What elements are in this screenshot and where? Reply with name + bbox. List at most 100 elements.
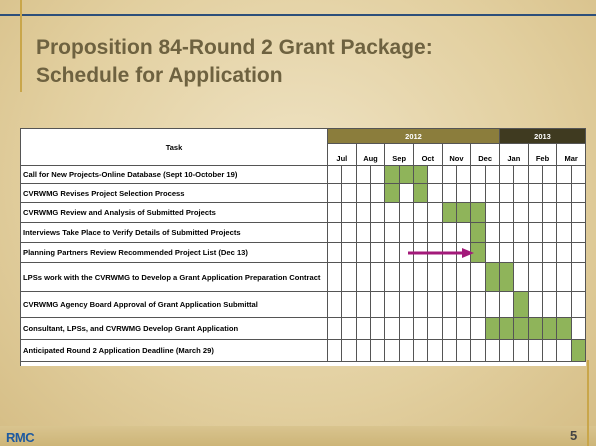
empty-cell — [485, 340, 500, 362]
scheduled-cell — [528, 318, 543, 340]
empty-cell — [457, 166, 472, 184]
empty-cell — [557, 263, 572, 292]
empty-cell — [514, 203, 529, 223]
empty-cell — [528, 203, 543, 223]
empty-cell — [528, 340, 543, 362]
empty-cell — [414, 318, 429, 340]
task-label: CVRWMG Review and Analysis of Submitted … — [21, 203, 328, 223]
empty-cell — [485, 292, 500, 318]
empty-cell — [485, 203, 500, 223]
empty-cell — [457, 184, 472, 203]
empty-cell — [356, 203, 371, 223]
empty-cell — [571, 184, 586, 203]
scheduled-cell — [385, 184, 400, 203]
empty-cell — [385, 203, 400, 223]
empty-cell — [442, 340, 457, 362]
empty-cell — [557, 166, 572, 184]
empty-cell — [514, 263, 529, 292]
empty-cell — [442, 223, 457, 243]
task-header: Task — [21, 129, 328, 166]
task-label: Planning Partners Review Recommended Pro… — [21, 243, 328, 263]
scheduled-cell — [442, 203, 457, 223]
empty-cell — [543, 184, 558, 203]
empty-cell — [328, 223, 343, 243]
empty-cell — [428, 340, 443, 362]
title-line: Schedule for Application — [36, 64, 283, 87]
task-label: CVRWMG Revises Project Selection Process — [21, 184, 328, 203]
empty-cell — [356, 223, 371, 243]
empty-cell — [342, 340, 357, 362]
empty-cell — [385, 318, 400, 340]
empty-cell — [356, 292, 371, 318]
task-label: Consultant, LPSs, and CVRWMG Develop Gra… — [21, 318, 328, 340]
empty-cell — [485, 166, 500, 184]
empty-cell — [543, 263, 558, 292]
empty-cell — [557, 184, 572, 203]
task-label: Call for New Projects-Online Database (S… — [21, 166, 328, 184]
empty-cell — [342, 318, 357, 340]
empty-cell — [571, 243, 586, 263]
empty-cell — [457, 292, 472, 318]
scheduled-cell — [500, 263, 515, 292]
empty-cell — [428, 263, 443, 292]
empty-cell — [485, 223, 500, 243]
empty-cell — [457, 223, 472, 243]
empty-cell — [371, 223, 386, 243]
empty-cell — [356, 263, 371, 292]
empty-cell — [514, 223, 529, 243]
empty-cell — [543, 292, 558, 318]
month-header: Aug — [356, 144, 386, 166]
empty-cell — [557, 203, 572, 223]
empty-cell — [543, 166, 558, 184]
scheduled-cell — [500, 318, 515, 340]
empty-cell — [500, 184, 515, 203]
scheduled-cell — [485, 263, 500, 292]
empty-cell — [399, 318, 414, 340]
title-line: Proposition 84-Round 2 Grant Package: — [36, 36, 433, 59]
empty-cell — [528, 166, 543, 184]
empty-cell — [328, 340, 343, 362]
empty-cell — [356, 166, 371, 184]
task-label: CVRWMG Agency Board Approval of Grant Ap… — [21, 292, 328, 318]
task-label: LPSs work with the CVRWMG to Develop a G… — [21, 263, 328, 292]
scheduled-cell — [457, 203, 472, 223]
empty-cell — [500, 340, 515, 362]
arrow — [408, 248, 475, 258]
empty-cell — [328, 318, 343, 340]
empty-cell — [328, 263, 343, 292]
month-header: Jul — [328, 144, 357, 166]
scheduled-cell — [385, 166, 400, 184]
empty-cell — [442, 184, 457, 203]
empty-cell — [514, 243, 529, 263]
scheduled-cell — [471, 243, 486, 263]
empty-cell — [557, 223, 572, 243]
empty-cell — [442, 166, 457, 184]
empty-cell — [457, 340, 472, 362]
scheduled-cell — [471, 203, 486, 223]
empty-cell — [342, 292, 357, 318]
empty-cell — [399, 223, 414, 243]
empty-cell — [571, 292, 586, 318]
empty-cell — [528, 243, 543, 263]
empty-cell — [371, 166, 386, 184]
empty-cell — [557, 340, 572, 362]
task-label: Anticipated Round 2 Application Deadline… — [21, 340, 328, 362]
right-rule — [587, 360, 589, 446]
empty-cell — [371, 318, 386, 340]
month-header: Mar — [557, 144, 586, 166]
empty-cell — [371, 340, 386, 362]
empty-cell — [385, 243, 400, 263]
month-header: Feb — [528, 144, 558, 166]
empty-cell — [528, 184, 543, 203]
empty-cell — [428, 318, 443, 340]
empty-cell — [342, 263, 357, 292]
empty-cell — [557, 243, 572, 263]
empty-cell — [500, 166, 515, 184]
empty-cell — [342, 223, 357, 243]
empty-cell — [399, 203, 414, 223]
empty-cell — [571, 318, 586, 340]
empty-cell — [528, 223, 543, 243]
empty-cell — [471, 166, 486, 184]
scheduled-cell — [485, 318, 500, 340]
